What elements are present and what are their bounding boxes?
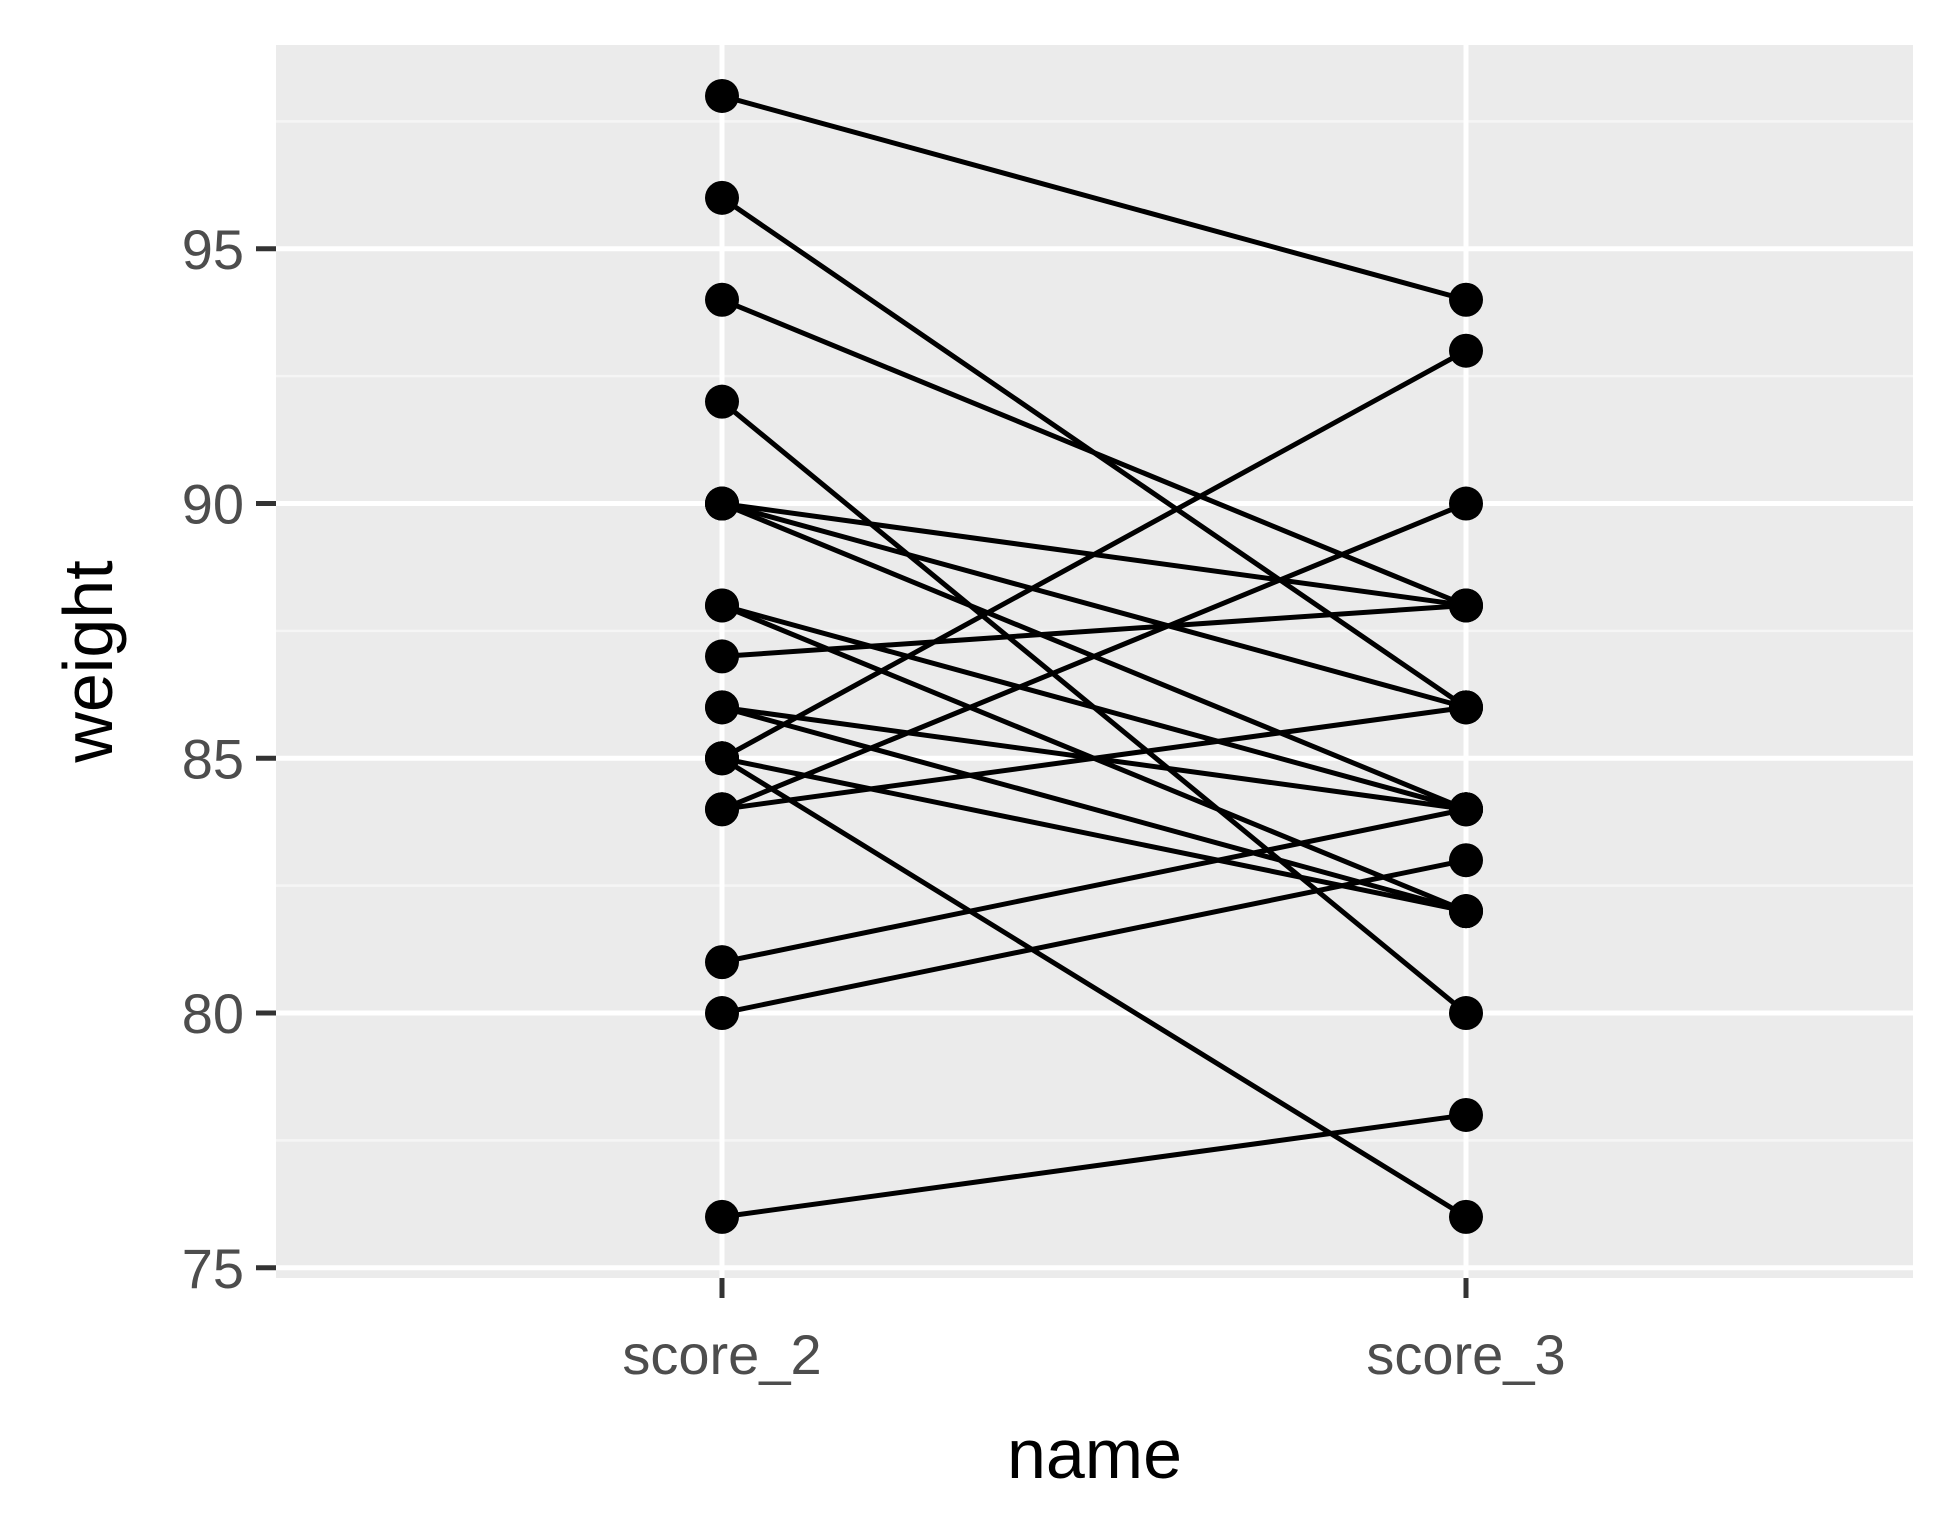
x-tick-label: score_2 <box>622 1323 821 1386</box>
data-point-10-score_2 <box>705 639 739 674</box>
data-point-9-score_2 <box>705 588 739 623</box>
series-line-13 <box>720 348 1468 761</box>
series-line-6 <box>721 501 1467 710</box>
y-tick-label: 75 <box>182 1237 244 1300</box>
data-point-3-score_2 <box>705 282 739 317</box>
series-line-17 <box>721 704 1467 812</box>
axis-tick-labels: 75 80 85 90 95 score_2 score_3 <box>182 218 1566 1386</box>
data-point-19-score_2 <box>705 996 739 1031</box>
series-line-10 <box>721 602 1467 659</box>
data-point-4-score_2 <box>705 384 739 419</box>
x-tick-label: score_3 <box>1366 1323 1565 1386</box>
series-line-15 <box>720 756 1468 1219</box>
grid-layer <box>276 45 1913 1278</box>
data-point-1-score_2 <box>705 78 739 113</box>
data-point-10-score_3 <box>1449 588 1483 623</box>
y-tick-label: 80 <box>182 982 244 1045</box>
data-point-1-score_3 <box>1449 282 1483 317</box>
data-point-15-score_3 <box>1449 1199 1483 1234</box>
y-tick-label: 90 <box>182 473 244 536</box>
data-point-19-score_3 <box>1449 843 1483 878</box>
axis-ticks <box>256 246 1469 1298</box>
data-point-2-score_2 <box>705 180 739 215</box>
data-point-17-score_2 <box>705 792 739 827</box>
series-line-12 <box>721 704 1467 914</box>
data-point-18-score_2 <box>705 945 739 980</box>
data-point-18-score_3 <box>1449 792 1483 827</box>
y-axis-title: weight <box>49 560 127 763</box>
series-line-8 <box>721 603 1467 812</box>
data-point-16-score_3 <box>1449 486 1483 521</box>
series-line-20 <box>721 1112 1467 1220</box>
data-point-20-score_3 <box>1449 1097 1483 1132</box>
panel-background <box>276 45 1913 1278</box>
series-line-1 <box>721 93 1467 303</box>
series-line-18 <box>721 806 1467 965</box>
series-points <box>705 78 1483 1234</box>
data-point-4-score_3 <box>1449 996 1483 1031</box>
series-line-19 <box>721 857 1467 1016</box>
data-point-17-score_3 <box>1449 690 1483 725</box>
data-point-12-score_2 <box>705 690 739 725</box>
data-point-20-score_2 <box>705 1199 739 1234</box>
data-point-14-score_3 <box>1449 894 1483 929</box>
data-point-7-score_2 <box>705 486 739 521</box>
series-line-16 <box>721 501 1467 812</box>
y-tick-label: 95 <box>182 218 244 281</box>
data-point-15-score_2 <box>705 741 739 776</box>
x-axis-title: name <box>1007 1415 1182 1493</box>
series-lines <box>720 93 1468 1220</box>
data-point-13-score_3 <box>1449 333 1483 368</box>
y-tick-label: 85 <box>182 727 244 790</box>
